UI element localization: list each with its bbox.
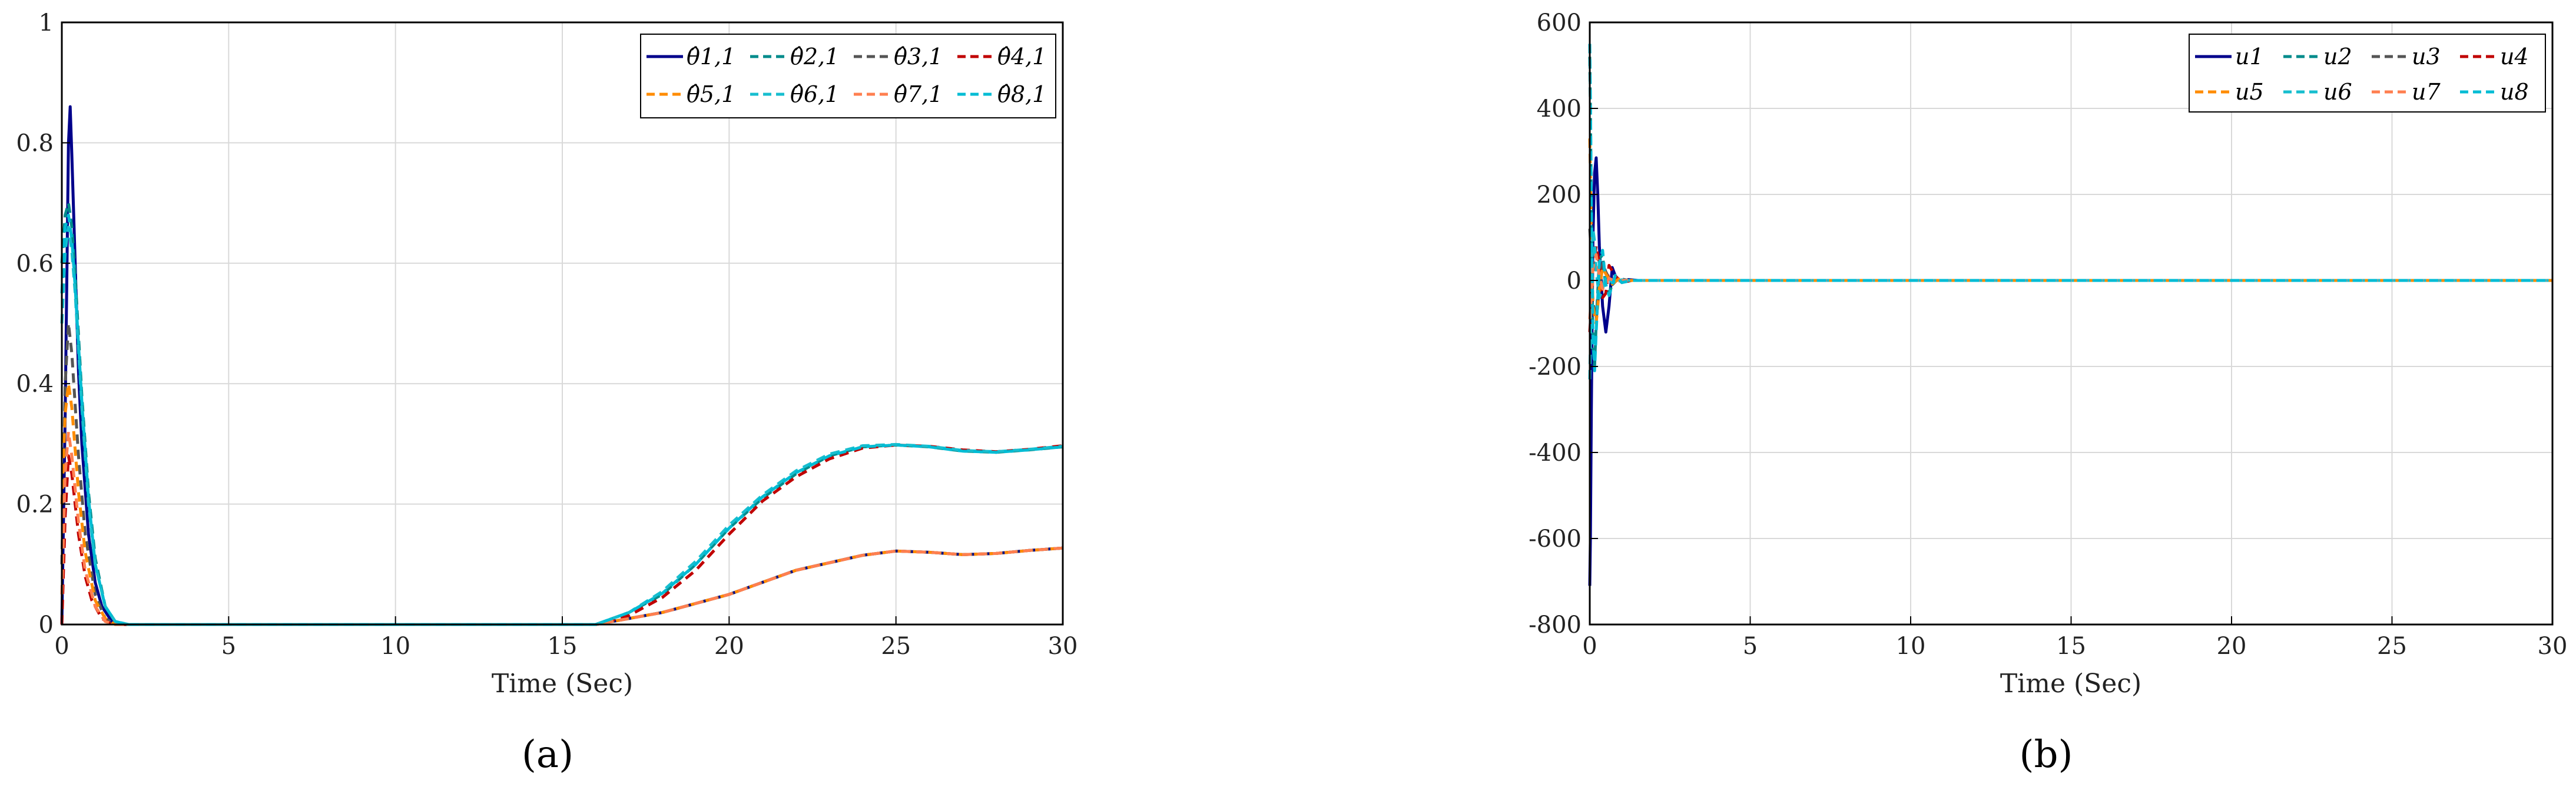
legend-label: u6 bbox=[2323, 79, 2352, 105]
y-tick-label: 0.6 bbox=[16, 250, 54, 277]
series-line-8 bbox=[60, 213, 1063, 626]
y-tick-label: 600 bbox=[1537, 9, 1582, 37]
series-line-2 bbox=[1588, 57, 2552, 368]
legend-label: θ̂7,1 bbox=[894, 81, 943, 107]
y-tick-label: 0.4 bbox=[16, 371, 54, 398]
x-tick-label: 25 bbox=[2377, 633, 2407, 660]
legend-label: θ̂8,1 bbox=[997, 81, 1046, 107]
legend-label: u3 bbox=[2412, 44, 2441, 70]
legend-label: θ̂1,1 bbox=[687, 44, 735, 70]
x-tick-label: 10 bbox=[380, 633, 410, 660]
x-tick-label: 30 bbox=[2538, 633, 2568, 660]
legend-label: θ̂5,1 bbox=[687, 81, 735, 107]
x-tick-label: 0 bbox=[1582, 633, 1597, 660]
x-tick-label: 10 bbox=[1896, 633, 1926, 660]
legend-b: u1 u2 u3 u4 u5 u6 u7 u8 bbox=[2189, 34, 2546, 113]
chart-panel-a: 0 5 10 15 20 25 30 0 0.2 0.4 0.6 0.8 1 Time (Sec) θ̂… bbox=[16, 9, 1078, 777]
x-tick-label: 25 bbox=[881, 633, 911, 660]
series-line-5 bbox=[1588, 138, 2552, 325]
legend-label: u8 bbox=[2500, 79, 2529, 105]
y-tick-label: -800 bbox=[1529, 612, 1582, 639]
chart-panel-b: 0 5 10 15 20 25 30 -800 -600 -400 -200 0 200 400 600 T… bbox=[1529, 9, 2567, 777]
legend-label: u2 bbox=[2323, 44, 2352, 70]
legend-label: u5 bbox=[2235, 79, 2264, 105]
legend-label: θ̂6,1 bbox=[790, 81, 839, 107]
y-tick-label: 0 bbox=[39, 612, 54, 639]
series-line-8 bbox=[1588, 44, 2552, 372]
y-tick-label: 200 bbox=[1537, 181, 1582, 209]
x-tick-label: 30 bbox=[1048, 633, 1078, 660]
legend-label: u4 bbox=[2500, 44, 2529, 70]
legend-box bbox=[2189, 34, 2546, 113]
caption-b: (b) bbox=[2020, 733, 2073, 777]
legend-box bbox=[640, 34, 1056, 118]
x-tick-label: 15 bbox=[548, 633, 578, 660]
y-tick-label: -600 bbox=[1529, 526, 1582, 553]
tick-labels-b: 0 5 10 15 20 25 30 -800 -600 -400 -200 0 200 400 600 bbox=[1529, 9, 2567, 660]
y-tick-label: -400 bbox=[1529, 440, 1582, 467]
y-tick-label: 0.2 bbox=[16, 491, 54, 518]
legend-label: u1 bbox=[2235, 44, 2264, 70]
x-tick-label: 20 bbox=[714, 633, 744, 660]
legend-label: θ̂2,1 bbox=[790, 44, 839, 70]
y-tick-label: 400 bbox=[1537, 95, 1582, 123]
grid-b bbox=[1589, 22, 2553, 625]
x-axis-label-b: Time (Sec) bbox=[2000, 669, 2141, 699]
x-tick-label: 0 bbox=[54, 633, 69, 660]
x-tick-label: 5 bbox=[221, 633, 236, 660]
legend-label: θ̂4,1 bbox=[997, 44, 1046, 70]
y-tick-label: 0 bbox=[1567, 267, 1582, 295]
x-tick-label: 5 bbox=[1743, 633, 1758, 660]
tick-labels-a: 0 5 10 15 20 25 30 0 0.2 0.4 0.6 0.8 1 bbox=[16, 9, 1078, 660]
x-tick-label: 20 bbox=[2217, 633, 2247, 660]
legend-label: θ̂3,1 bbox=[894, 44, 943, 70]
caption-a: (a) bbox=[522, 733, 573, 777]
x-tick-label: 15 bbox=[2056, 633, 2086, 660]
x-axis-label-a: Time (Sec) bbox=[492, 669, 633, 699]
y-tick-label: 1 bbox=[39, 9, 54, 37]
y-tick-label: -200 bbox=[1529, 353, 1582, 381]
series-line-4 bbox=[60, 443, 1063, 626]
y-tick-label: 0.8 bbox=[16, 130, 54, 157]
legend-label: u7 bbox=[2412, 79, 2441, 105]
series-group-b bbox=[1588, 44, 2552, 586]
legend-a: θ̂1,1 θ̂2,1 θ̂3,1 θ̂4,1 θ̂5,1 θ̂6,1 θ̂7,1 θ̂8,1 bbox=[640, 34, 1056, 118]
